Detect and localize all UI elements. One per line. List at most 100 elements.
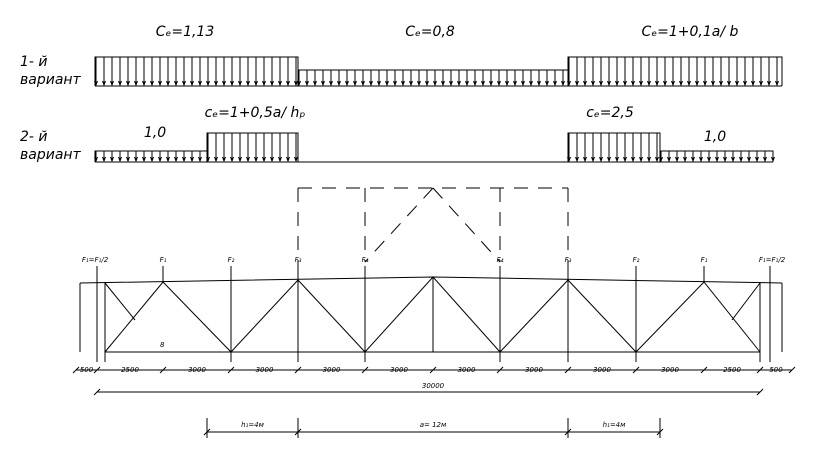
load-outline <box>567 132 661 162</box>
arrow-head <box>118 80 122 87</box>
arrow-head <box>771 156 775 163</box>
arrow-head <box>735 80 739 87</box>
arrow-head <box>417 80 421 87</box>
dim-tick <box>429 366 437 374</box>
force-label: F₁ <box>160 256 167 264</box>
arrow-head <box>134 80 138 87</box>
arrow-head <box>134 156 138 163</box>
arrow-head <box>615 80 619 87</box>
dim-tick <box>756 388 764 396</box>
arrow-head <box>775 80 779 87</box>
arrow-head <box>505 80 509 87</box>
arrow-head <box>647 80 651 87</box>
arrow-head <box>246 80 250 87</box>
arrow-head <box>715 156 719 163</box>
arrow-head <box>142 80 146 87</box>
arrow-head <box>353 80 357 87</box>
arrow-head <box>102 156 106 163</box>
coefficient: Cₑ=1+0,1a/ b <box>642 24 739 40</box>
variant-label: 2- й <box>20 129 48 145</box>
arrow-head <box>591 80 595 87</box>
arrow-head <box>545 80 549 87</box>
arrow-head <box>607 156 611 163</box>
arrow-head <box>190 156 194 163</box>
coefficient: 1,0 <box>144 125 166 141</box>
lantern <box>297 187 569 282</box>
arrow-head <box>671 80 675 87</box>
arrow-head <box>647 156 651 163</box>
dim-tick <box>756 366 764 374</box>
arrow-head <box>278 80 282 87</box>
arrow-head <box>723 156 727 163</box>
arrow-head <box>751 80 755 87</box>
arrow-head <box>465 80 469 87</box>
arrow-head <box>262 156 266 163</box>
arrow-head <box>270 80 274 87</box>
dim-label: 3000 <box>593 366 611 374</box>
arrow-head <box>425 80 429 87</box>
arrow-head <box>222 156 226 163</box>
arrow-head <box>321 80 325 87</box>
arrow-head <box>727 80 731 87</box>
arrow-head <box>755 156 759 163</box>
load-outline <box>94 56 299 86</box>
arrow-head <box>238 156 242 163</box>
truss <box>79 276 783 362</box>
arrow-head <box>166 80 170 87</box>
arrow-head <box>337 80 341 87</box>
arrow-head <box>731 156 735 163</box>
arrow-head <box>126 156 130 163</box>
arrow-head <box>567 156 571 163</box>
dim-label: 3000 <box>256 366 274 374</box>
arrow-head <box>230 80 234 87</box>
coefficient: cₑ=1+0,5a/ hₚ <box>205 105 306 121</box>
force-label: F₂ <box>228 256 235 264</box>
arrow-head <box>254 156 258 163</box>
arrow-head <box>294 80 298 87</box>
force-label: F₁=F₁/2 <box>82 256 109 264</box>
arrow-head <box>246 156 250 163</box>
arrow-head <box>198 80 202 87</box>
arrow-head <box>691 156 695 163</box>
arrow-head <box>297 80 301 87</box>
arrow-head <box>449 80 453 87</box>
force-label: F₃ <box>295 256 302 264</box>
arrow-head <box>278 156 282 163</box>
dim-tick <box>227 366 235 374</box>
dim-tick <box>93 388 101 396</box>
arrow-head <box>329 80 333 87</box>
dim-tick <box>294 366 302 374</box>
dim-label: h₁=4м <box>241 421 265 429</box>
arrow-head <box>94 80 98 87</box>
arrow-head <box>110 80 114 87</box>
arrow-head <box>513 80 517 87</box>
load-outline <box>206 132 299 162</box>
arrow-head <box>659 156 663 163</box>
arrow-head <box>679 80 683 87</box>
arrow-head <box>599 156 603 163</box>
arrow-head <box>615 156 619 163</box>
arrow-head <box>385 80 389 87</box>
arrow-head <box>743 80 747 87</box>
arrow-head <box>118 156 122 163</box>
dim-label: 3000 <box>188 366 206 374</box>
arrow-head <box>639 156 643 163</box>
arrow-head <box>198 156 202 163</box>
arrow-head <box>182 156 186 163</box>
arrow-head <box>369 80 373 87</box>
arrow-head <box>230 156 234 163</box>
arrow-head <box>222 80 226 87</box>
arrow-head <box>583 80 587 87</box>
arrow-head <box>174 156 178 163</box>
arrow-head <box>639 80 643 87</box>
arrow-head <box>719 80 723 87</box>
variant-label: вариант <box>20 147 82 163</box>
arrow-head <box>667 156 671 163</box>
arrow-head <box>409 80 413 87</box>
dim-label: 3000 <box>661 366 679 374</box>
dim-total: 30000 <box>422 382 445 390</box>
dim-label: 2500 <box>723 366 741 374</box>
arrow-head <box>126 80 130 87</box>
arrow-head <box>158 80 162 87</box>
arrow-head <box>433 80 437 87</box>
